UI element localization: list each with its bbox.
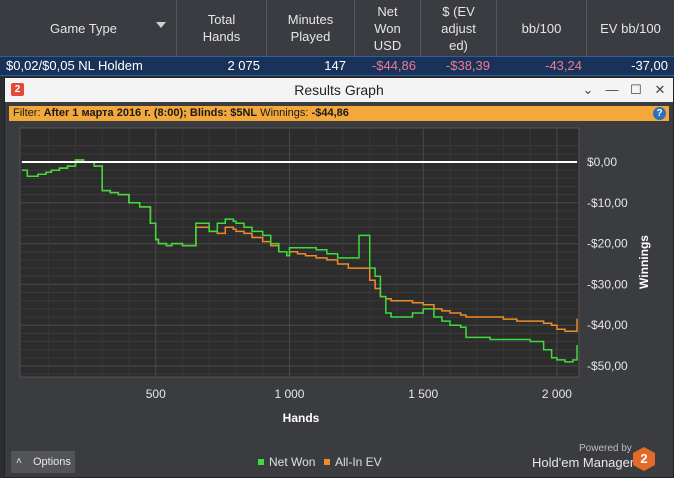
column-ev-label-2: adjust — [441, 20, 476, 36]
series-line-net-won — [22, 159, 578, 363]
y-axis-label: Winnings — [637, 235, 651, 289]
filter-prefix: Filter: — [13, 107, 44, 119]
table-row[interactable]: $0,02/$0,05 NL Holdem 2 075 147 -$44,86 … — [0, 56, 674, 76]
cell-net-won: -$44,86 — [371, 58, 416, 73]
cell-ev-adjusted: -$38,39 — [445, 58, 490, 73]
cell-hands: 2 075 — [227, 58, 260, 73]
y-tick-label: $0,00 — [587, 155, 617, 169]
cell-minutes: 147 — [324, 58, 346, 73]
column-ev-label-1: $ (EV — [442, 3, 475, 19]
column-total-hands-label-1: Total — [207, 12, 236, 27]
column-ev-adjusted[interactable]: $ (EV adjust ed) — [420, 0, 496, 56]
cell-ev-bb100: -37,00 — [631, 58, 668, 73]
options-label: Options — [33, 456, 71, 468]
column-bb100[interactable]: bb/100 — [496, 0, 586, 56]
x-tick-label: 2 000 — [542, 387, 572, 401]
window-titlebar[interactable]: Results Graph 2 ⌄ — ☐ ✕ — [5, 78, 673, 102]
column-ev-label-3: ed) — [449, 37, 468, 53]
powered-by-text: Powered by — [579, 443, 632, 454]
legend-all-in-ev-label: All-In EV — [335, 455, 382, 469]
chart-ticks: 500 1 000 1 500 2 000 $0,00 -$10,00 -$20,00 -$3… — [146, 155, 628, 401]
column-total-hands-label-2: Hands — [202, 29, 241, 44]
y-tick-label: -$50,00 — [587, 359, 628, 373]
column-minutes-label-1: Minutes — [287, 12, 334, 27]
minimize-button[interactable]: — — [605, 82, 619, 97]
column-game-type[interactable]: Game Type — [0, 0, 176, 56]
column-net-won[interactable]: Net Won USD — [354, 0, 420, 56]
column-net-won-label-2: Won — [374, 20, 401, 36]
column-game-type-label: Game Type — [50, 20, 117, 36]
hm2-hex-logo-icon: 2 — [633, 447, 655, 471]
column-ev-bb100-label: EV bb/100 — [600, 20, 661, 36]
hm2-logo-icon: 2 — [11, 83, 24, 96]
brand-name: Hold'em Manager — [532, 455, 635, 470]
column-total-hands[interactable]: Total Hands — [176, 0, 266, 56]
chart-grid — [21, 129, 578, 376]
filter-text: Filter: After 1 марта 2016 г. (8:00); Bl… — [13, 106, 349, 121]
cell-bb100: -43,24 — [545, 58, 582, 73]
filter-winnings-value: -$44,86 — [311, 107, 349, 119]
sort-dropdown-icon[interactable] — [156, 22, 166, 28]
column-minutes-label-2: Played — [290, 29, 331, 44]
y-tick-label: -$20,00 — [587, 237, 628, 251]
options-button[interactable]: ˄ Options — [11, 451, 75, 473]
x-tick-label: 1 500 — [408, 387, 438, 401]
caret-up-icon: ˄ — [16, 456, 22, 467]
legend-net-won[interactable]: Net Won — [258, 454, 315, 470]
pin-button[interactable]: ⌄ — [582, 82, 594, 97]
chart-series — [22, 159, 578, 363]
column-ev-bb100[interactable]: EV bb/100 — [586, 0, 674, 56]
x-tick-label: 1 000 — [274, 387, 304, 401]
y-tick-label: -$10,00 — [587, 196, 628, 210]
legend-swatch-net-won — [258, 459, 264, 465]
close-button[interactable]: ✕ — [654, 82, 666, 97]
legend-all-in-ev[interactable]: All-In EV — [324, 454, 382, 470]
maximize-button[interactable]: ☐ — [630, 82, 642, 97]
y-tick-label: -$30,00 — [587, 277, 628, 291]
column-net-won-label-3: USD — [373, 37, 402, 53]
y-tick-label: -$40,00 — [587, 318, 628, 332]
column-net-won-label-1: Net — [377, 3, 398, 19]
filter-criteria: After 1 марта 2016 г. (8:00); Blinds: $5… — [43, 107, 258, 119]
x-tick-label: 500 — [146, 387, 166, 401]
legend-swatch-all-in-ev — [324, 459, 330, 465]
cell-game: $0,02/$0,05 NL Holdem — [6, 58, 143, 73]
help-icon[interactable]: ? — [653, 107, 666, 120]
stats-table-header: Game Type Total Hands Minutes Played Net Wo… — [0, 0, 674, 56]
legend-net-won-label: Net Won — [269, 455, 316, 469]
x-axis-label: Hands — [283, 411, 320, 425]
window-title: Results Graph — [294, 82, 384, 98]
plot-area — [19, 127, 580, 378]
column-minutes-played[interactable]: Minutes Played — [266, 0, 354, 56]
column-bb100-label: bb/100 — [521, 20, 562, 36]
filter-winnings-label: Winnings: — [257, 107, 312, 119]
filter-bar[interactable]: Filter: After 1 марта 2016 г. (8:00); Bl… — [9, 106, 669, 121]
